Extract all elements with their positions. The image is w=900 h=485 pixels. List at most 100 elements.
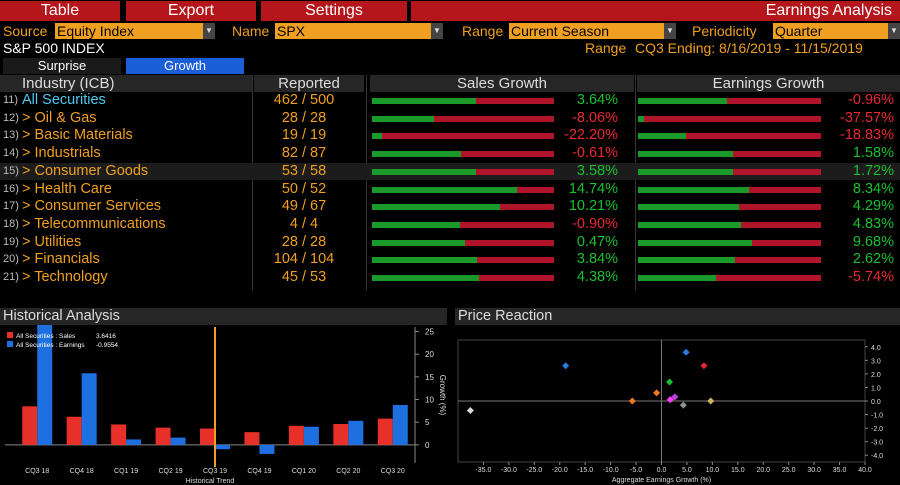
range-text-value: CQ3 Ending: 8/16/2019 - 11/15/2019	[635, 40, 863, 56]
earnings-bar-positive	[638, 275, 717, 281]
industry-name[interactable]: > Industrials	[22, 145, 101, 162]
table-row[interactable]: 12) > Oil & Gas 28 / 28 -8.06% -37.57%	[0, 110, 900, 128]
sales-growth-value: 0.47%	[576, 233, 618, 250]
menu-bar: Table Export Settings Earnings Analysis	[0, 0, 900, 22]
sales-growth-value: 14.74%	[568, 180, 618, 197]
reported-count: 28 / 28	[281, 109, 327, 126]
industry-name[interactable]: > Basic Materials	[22, 127, 133, 144]
sales-bar-negative	[460, 151, 554, 158]
earnings-growth-value: 9.68%	[852, 233, 894, 250]
name-value: SPX	[277, 23, 306, 39]
y-tick-label: 10	[425, 396, 434, 405]
periodicity-value: Quarter	[775, 23, 823, 39]
industry-name[interactable]: > Financials	[22, 251, 100, 268]
scatter-point	[682, 348, 690, 356]
column-divider	[635, 75, 636, 290]
industry-name[interactable]: > Oil & Gas	[22, 109, 97, 126]
reported-value: 53	[281, 162, 298, 179]
header-industry[interactable]: Industry (ICB)	[0, 75, 252, 92]
chevron-down-icon[interactable]: ▼	[664, 23, 676, 39]
earnings-bar-negative	[748, 186, 821, 193]
row-number: 21)	[3, 271, 19, 283]
header-earnings-growth[interactable]: Earnings Growth	[637, 75, 900, 92]
industry-name[interactable]: > Technology	[22, 269, 108, 285]
reported-count: 4 / 4	[289, 215, 319, 232]
table-row[interactable]: 18) > Telecommunications 4 / 4 -0.90% 4.83%	[0, 216, 900, 234]
sales-bar-positive	[372, 186, 517, 193]
header-reported[interactable]: Reported	[254, 75, 364, 92]
historical-analysis-title: Historical Analysis	[0, 308, 447, 325]
earnings-bar-negative	[716, 275, 821, 281]
periodicity-select[interactable]: Quarter ▼	[773, 23, 900, 39]
y-tick-label: -3.0	[871, 440, 883, 447]
table-row[interactable]: 16) > Health Care 50 / 52 14.74% 8.34%	[0, 181, 900, 199]
chevron-down-icon[interactable]: ▼	[431, 23, 443, 39]
table-row[interactable]: 19) > Utilities 28 / 28 0.47% 9.68%	[0, 234, 900, 252]
y-tick-label: 0.0	[871, 399, 881, 406]
settings-menu-button[interactable]: Settings	[261, 1, 407, 21]
x-tick-label: CQ4 18	[70, 468, 94, 475]
reported-total: 104	[310, 251, 335, 268]
chevron-down-icon[interactable]: ▼	[203, 23, 215, 39]
industry-name[interactable]: > Consumer Goods	[22, 162, 149, 179]
row-number: 13)	[3, 129, 19, 142]
earnings-growth-value: -5.74%	[848, 269, 894, 285]
earnings-bar	[37, 325, 53, 445]
source-select[interactable]: Equity Index ▼	[55, 23, 215, 39]
earnings-bar	[348, 420, 364, 445]
tab-growth[interactable]: Growth	[126, 58, 244, 74]
sales-growth-value: 10.21%	[568, 198, 618, 215]
industry-name[interactable]: > Telecommunications	[22, 215, 166, 232]
chevron-down-icon[interactable]: ▼	[888, 23, 900, 39]
table-row[interactable]: 13) > Basic Materials 19 / 19 -22.20% -18.83…	[0, 127, 900, 145]
range-select[interactable]: Current Season ▼	[509, 23, 676, 39]
table-row[interactable]: 20) > Financials 104 / 104 3.84% 2.62%	[0, 251, 900, 269]
reported-value: 28	[281, 233, 298, 250]
scatter-point	[562, 362, 570, 370]
table-row[interactable]: 14) > Industrials 82 / 87 -0.61% 1.58%	[0, 145, 900, 163]
earnings-growth-value: 8.34%	[852, 180, 894, 197]
info-row: S&P 500 INDEX Range CQ3 Ending: 8/16/201…	[0, 40, 900, 57]
x-tick-label: CQ1 19	[114, 468, 138, 475]
table-row[interactable]: 21) > Technology 45 / 53 4.38% -5.74%	[0, 269, 900, 287]
y-tick-label: 3.0	[871, 358, 881, 365]
industry-name[interactable]: > Health Care	[22, 180, 112, 197]
industry-name[interactable]: > Utilities	[22, 233, 82, 250]
y-tick-label: 25	[425, 328, 434, 337]
scatter-point	[666, 396, 674, 404]
reported-count: 19 / 19	[281, 127, 327, 144]
reported-total: 28	[310, 233, 327, 250]
earnings-bar-negative	[643, 115, 821, 122]
industry-name[interactable]: All Securities	[22, 92, 106, 108]
name-input[interactable]: SPX ▼	[275, 23, 443, 39]
table-row[interactable]: 17) > Consumer Services 49 / 67 10.21% 4.29%	[0, 198, 900, 216]
y-tick-label: 20	[425, 350, 434, 359]
x-tick-label: 25.0	[782, 467, 796, 474]
sales-bar	[200, 428, 215, 445]
earnings-growth-value: -37.57%	[839, 109, 894, 126]
range-label: Range	[462, 23, 504, 39]
earnings-bar	[126, 439, 142, 445]
x-tick-label: -25.0	[526, 467, 542, 474]
table-row[interactable]: 15) > Consumer Goods 53 / 58 3.58% 1.72%	[0, 162, 900, 181]
export-menu-button[interactable]: Export	[126, 1, 256, 21]
sales-bar	[244, 432, 260, 445]
sales-bar-positive	[372, 257, 477, 264]
range-value: Current Season	[511, 23, 610, 39]
earnings-bar-negative	[686, 133, 821, 140]
industry-name[interactable]: > Consumer Services	[22, 198, 162, 215]
table-menu-button[interactable]: Table	[0, 1, 120, 21]
reported-total: 19	[310, 127, 327, 144]
header-sales-growth[interactable]: Sales Growth	[370, 75, 634, 92]
earnings-bar-negative	[751, 239, 821, 246]
filter-row: Source Equity Index ▼ Name SPX ▼ Range C…	[0, 22, 900, 40]
reported-count: 104 / 104	[273, 251, 335, 268]
row-number: 19)	[3, 235, 19, 248]
sales-bar	[155, 427, 171, 445]
row-number: 17)	[3, 200, 19, 213]
row-number: 11)	[3, 94, 19, 106]
table-row[interactable]: 11) All Securities 462 / 500 3.64% -0.96%	[0, 92, 900, 110]
x-tick-label: 0.0	[657, 467, 667, 474]
row-number: 14)	[3, 147, 19, 160]
tab-surprise[interactable]: Surprise	[3, 58, 121, 74]
